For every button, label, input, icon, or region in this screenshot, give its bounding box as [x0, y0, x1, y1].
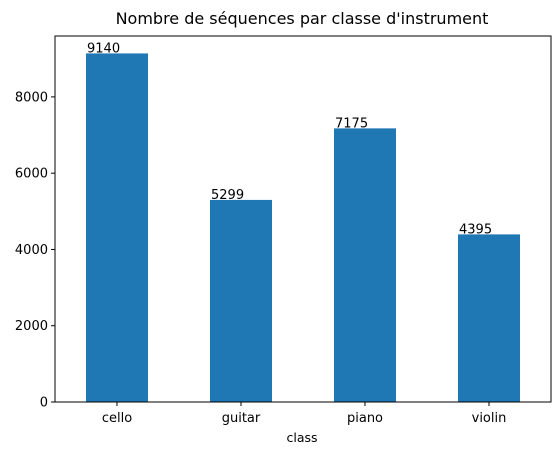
y-tick-label-4000: 4000: [15, 243, 48, 258]
data-label-guitar: 5299: [211, 188, 244, 203]
data-label-violin: 4395: [459, 222, 492, 237]
data-labels-group: 9140 5299 7175 4395: [87, 41, 492, 237]
data-label-cello: 9140: [87, 41, 120, 56]
y-axis: 0 2000 4000 6000 8000: [15, 90, 55, 411]
x-tick-label-violin: violin: [472, 411, 507, 426]
bar-piano: [334, 128, 396, 402]
chart-title: Nombre de séquences par classe d'instrum…: [116, 9, 489, 28]
bar-violin: [458, 234, 520, 402]
x-tick-label-guitar: guitar: [222, 411, 261, 426]
bar-guitar: [210, 199, 272, 402]
x-axis: cello guitar piano violin: [102, 402, 507, 426]
x-tick-label-cello: cello: [102, 411, 132, 426]
x-tick-label-piano: piano: [347, 411, 383, 426]
x-axis-label: class: [286, 430, 317, 445]
bar-cello: [86, 53, 148, 403]
data-label-piano: 7175: [335, 116, 368, 131]
y-tick-label-0: 0: [40, 396, 48, 411]
bars-group: [86, 53, 520, 403]
plot-frame: [54, 35, 552, 403]
y-tick-label-6000: 6000: [15, 167, 48, 182]
y-tick-label-2000: 2000: [15, 319, 48, 334]
y-tick-label-8000: 8000: [15, 90, 48, 105]
